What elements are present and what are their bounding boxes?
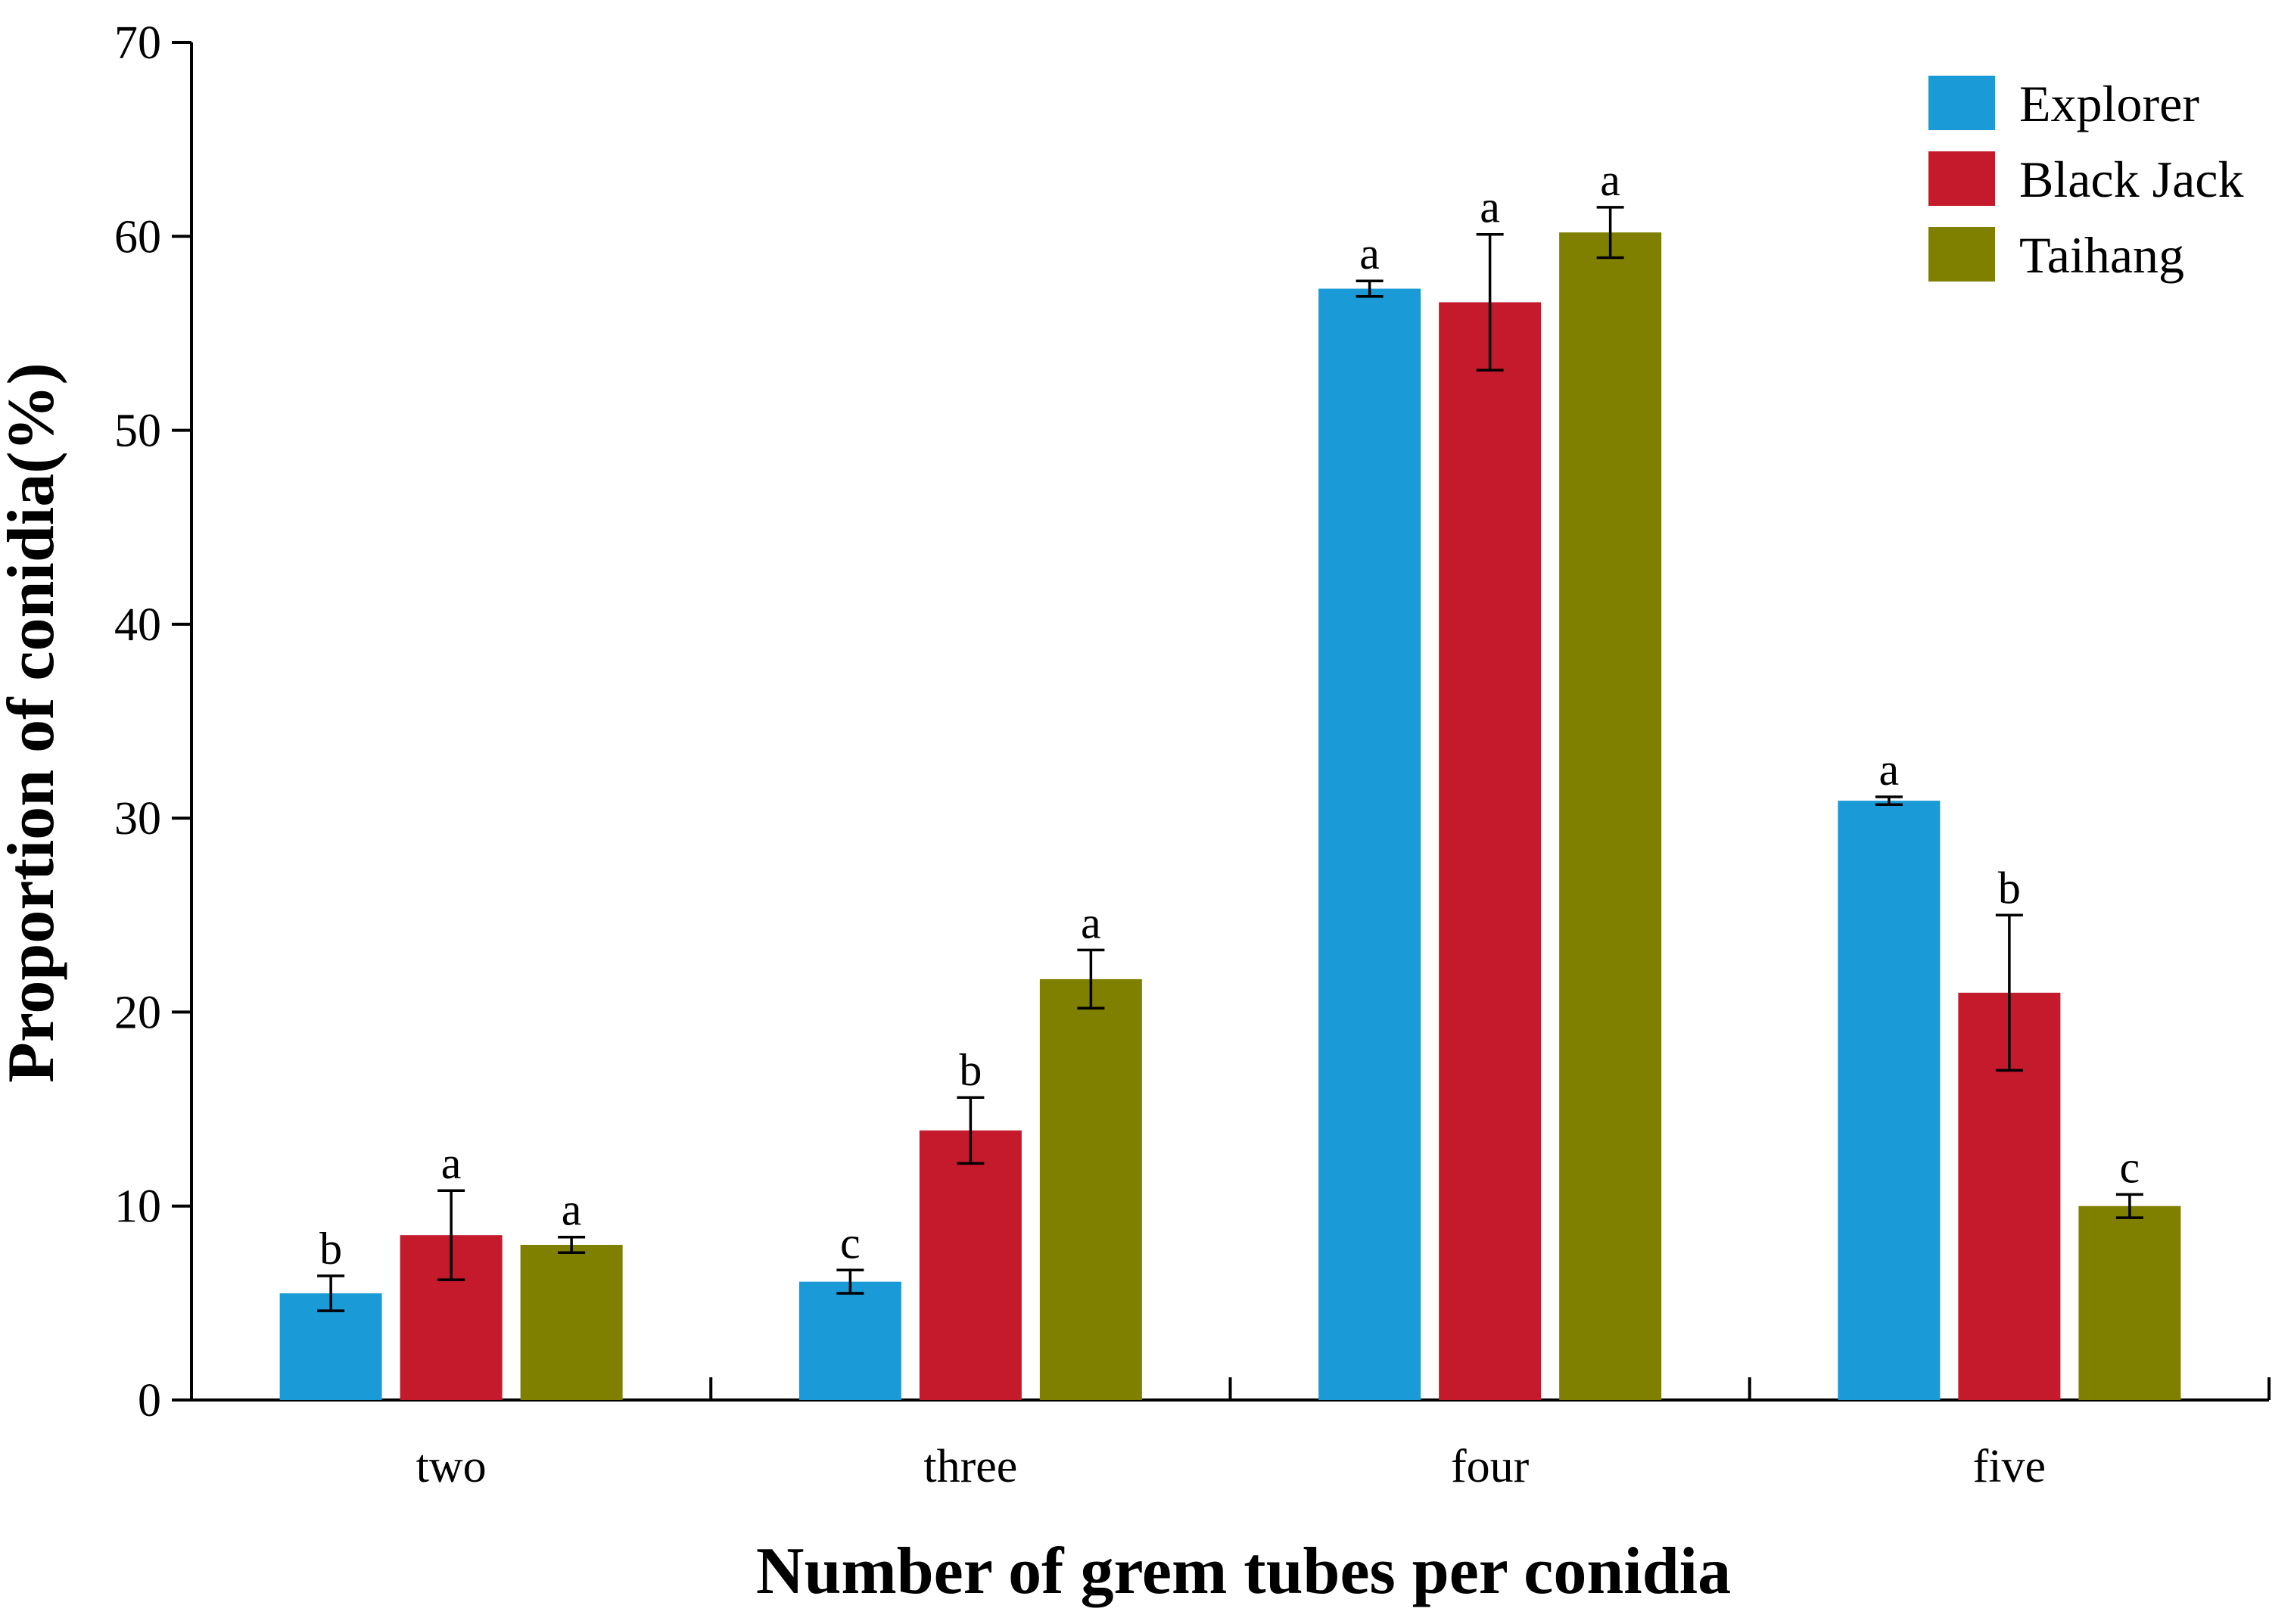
significance-letter: a (441, 1138, 462, 1188)
bar (1318, 288, 1421, 1400)
legend-label: Black Jack (2019, 151, 2243, 208)
bar (1559, 232, 1662, 1400)
legend-label: Explorer (2019, 75, 2199, 132)
x-tick-label: four (1451, 1441, 1530, 1492)
y-tick-label: 50 (114, 406, 161, 457)
legend-swatch (1928, 76, 1995, 130)
significance-letter: a (1359, 229, 1380, 278)
y-tick-label: 30 (114, 793, 161, 845)
legend-swatch (1928, 151, 1995, 206)
x-axis-title: Number of grem tubes per conidia (756, 1535, 1731, 1608)
significance-letter: b (1998, 863, 2021, 913)
significance-letter: c (2120, 1142, 2140, 1192)
significance-letter: c (840, 1218, 861, 1268)
bar (2078, 1206, 2181, 1400)
y-tick-label: 0 (138, 1375, 161, 1426)
significance-letter: a (1879, 745, 1900, 795)
significance-letter: a (1081, 898, 1101, 947)
bar (798, 1281, 901, 1400)
y-axis-title: Proportion of conidia(%) (0, 362, 68, 1083)
y-tick-label: 20 (114, 987, 161, 1038)
y-tick-label: 10 (114, 1181, 161, 1233)
plot-area: 0 10 20 30 40 50 60 70 two three four five b c a a a b a b a… (114, 17, 2271, 1492)
bar (1439, 302, 1542, 1400)
significance-letter: b (319, 1224, 342, 1274)
significance-letter: b (959, 1045, 982, 1095)
significance-letter: a (562, 1185, 582, 1235)
bar (520, 1244, 623, 1400)
y-tick-label: 70 (114, 17, 161, 69)
x-tick-label: three (923, 1441, 1017, 1492)
x-tick-label: five (1973, 1441, 2046, 1492)
significance-letter: a (1600, 155, 1620, 205)
y-tick-label: 40 (114, 599, 161, 651)
legend-swatch (1928, 227, 1995, 282)
x-tick-label: two (416, 1441, 487, 1492)
bar (919, 1130, 1022, 1400)
bar (1838, 801, 1941, 1400)
legend-label: Taihang (2019, 226, 2184, 284)
bar (1039, 978, 1142, 1400)
significance-letter: a (1480, 182, 1500, 232)
y-tick-label: 60 (114, 211, 161, 263)
